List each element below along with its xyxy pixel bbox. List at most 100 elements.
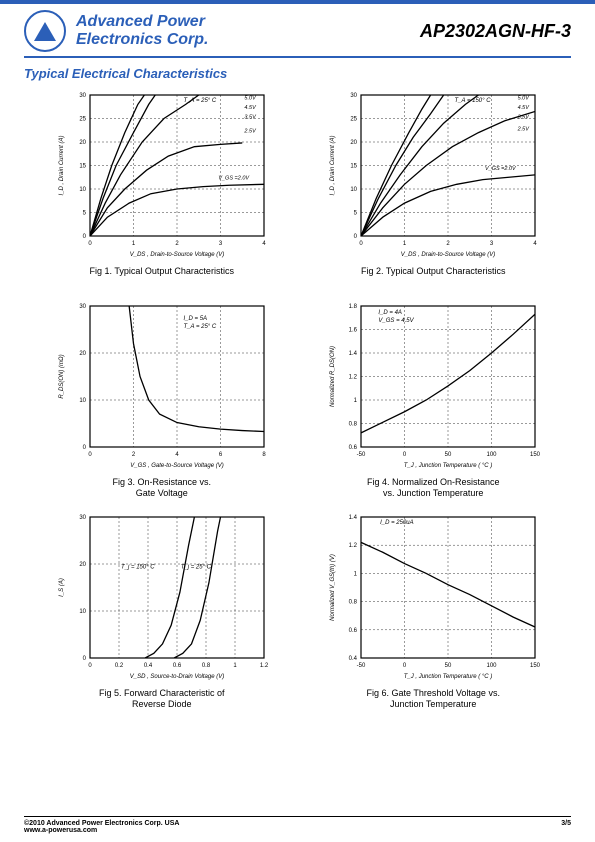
svg-text:V_GS =2.0V: V_GS =2.0V — [485, 166, 517, 172]
svg-text:20: 20 — [79, 140, 86, 146]
svg-text:5: 5 — [82, 211, 86, 217]
svg-text:4.5V: 4.5V — [518, 105, 531, 111]
svg-text:10: 10 — [79, 398, 86, 404]
svg-text:I_D = 5A: I_D = 5A — [183, 316, 207, 322]
company-name: Advanced Power Electronics Corp. — [76, 13, 208, 50]
svg-text:4: 4 — [262, 241, 266, 247]
footer-rule — [24, 816, 571, 817]
svg-text:0.4: 0.4 — [144, 663, 153, 669]
svg-text:1.6: 1.6 — [349, 328, 358, 334]
svg-text:1.8: 1.8 — [349, 304, 358, 310]
svg-text:150: 150 — [530, 663, 541, 669]
fig2-caption: Fig 2. Typical Output Characteristics — [361, 266, 505, 292]
page-footer: ©2010 Advanced Power Electronics Corp. U… — [0, 816, 595, 834]
part-number: AP2302AGN-HF-3 — [420, 21, 571, 42]
svg-text:0: 0 — [360, 241, 364, 247]
fig5-block: 00.20.40.60.811.20102030V_SD , Source-to… — [40, 509, 284, 714]
svg-text:30: 30 — [79, 304, 86, 310]
fig5-caption: Fig 5. Forward Characteristic ofReverse … — [99, 688, 225, 714]
svg-text:20: 20 — [79, 351, 86, 357]
svg-text:1.4: 1.4 — [349, 515, 358, 521]
svg-text:0.2: 0.2 — [115, 663, 124, 669]
charts-grid: 01234051015202530V_DS , Drain-to-Source … — [0, 87, 595, 714]
svg-text:T_J , Junction Temperature ( °: T_J , Junction Temperature ( °C ) — [404, 463, 493, 469]
svg-text:0: 0 — [88, 241, 92, 247]
svg-text:25: 25 — [79, 117, 86, 123]
fig2-chart: 01234051015202530V_DS , Drain-to-Source … — [323, 87, 543, 262]
svg-text:20: 20 — [351, 140, 358, 146]
svg-text:0: 0 — [354, 234, 358, 240]
svg-text:Normalized V_GS(th) (V): Normalized V_GS(th) (V) — [330, 554, 336, 621]
svg-text:2: 2 — [175, 241, 179, 247]
svg-text:V_GS =2.0V: V_GS =2.0V — [218, 176, 250, 182]
fig1-chart: 01234051015202530V_DS , Drain-to-Source … — [52, 87, 272, 262]
fig1-caption: Fig 1. Typical Output Characteristics — [90, 266, 234, 292]
svg-text:T_j = 25° C: T_j = 25° C — [180, 565, 211, 571]
company-line2: Electronics Corp. — [76, 31, 208, 49]
svg-text:1: 1 — [403, 241, 407, 247]
logo-triangle-icon — [34, 22, 56, 41]
svg-text:I_D , Drain Current (A): I_D , Drain Current (A) — [59, 135, 65, 195]
fig3-caption: Fig 3. On-Resistance vs.Gate Voltage — [112, 477, 211, 503]
svg-text:4.5V: 4.5V — [244, 105, 257, 111]
svg-text:50: 50 — [445, 663, 452, 669]
svg-text:1: 1 — [354, 398, 358, 404]
company-line1: Advanced Power — [76, 13, 208, 31]
svg-text:10: 10 — [351, 187, 358, 193]
svg-text:V_GS = 4.5V: V_GS = 4.5V — [379, 318, 415, 324]
fig3-block: 024680102030V_GS , Gate-to-Source Voltag… — [40, 298, 284, 503]
svg-text:0: 0 — [403, 452, 407, 458]
svg-text:150: 150 — [530, 452, 541, 458]
svg-text:0.6: 0.6 — [349, 445, 358, 451]
svg-text:0.8: 0.8 — [349, 422, 358, 428]
svg-text:1.2: 1.2 — [349, 375, 358, 381]
svg-text:6: 6 — [219, 452, 223, 458]
svg-text:10: 10 — [79, 187, 86, 193]
svg-text:15: 15 — [351, 164, 358, 170]
svg-text:-50: -50 — [357, 663, 366, 669]
svg-text:0: 0 — [88, 663, 92, 669]
svg-text:T_A = 150° C: T_A = 150° C — [455, 98, 492, 104]
svg-text:5.0V: 5.0V — [518, 96, 531, 102]
svg-text:V_DS , Drain-to-Source Voltage: V_DS , Drain-to-Source Voltage (V) — [130, 252, 224, 258]
svg-text:0.8: 0.8 — [349, 600, 358, 606]
svg-text:1.2: 1.2 — [349, 543, 358, 549]
svg-text:I_D , Drain Current (A): I_D , Drain Current (A) — [330, 135, 336, 195]
fig2-block: 01234051015202530V_DS , Drain-to-Source … — [312, 87, 556, 292]
svg-text:0.6: 0.6 — [173, 663, 182, 669]
svg-text:V_DS , Drain-to-Source Voltage: V_DS , Drain-to-Source Voltage (V) — [401, 252, 495, 258]
svg-text:0: 0 — [82, 656, 86, 662]
svg-text:100: 100 — [487, 452, 498, 458]
svg-text:V_GS , Gate-to-Source Voltage: V_GS , Gate-to-Source Voltage (V) — [130, 463, 224, 469]
svg-text:3: 3 — [490, 241, 494, 247]
svg-text:30: 30 — [79, 515, 86, 521]
svg-text:2.5V: 2.5V — [517, 126, 531, 132]
page-header: Advanced Power Electronics Corp. AP2302A… — [0, 4, 595, 56]
svg-text:0.6: 0.6 — [349, 628, 358, 634]
svg-text:0.8: 0.8 — [202, 663, 211, 669]
fig6-caption: Fig 6. Gate Threshold Voltage vs.Junctio… — [367, 688, 500, 714]
svg-text:V_SD , Source-to-Drain Voltage: V_SD , Source-to-Drain Voltage (V) — [130, 674, 224, 680]
svg-text:R_DS(ON) (mΩ): R_DS(ON) (mΩ) — [59, 354, 65, 398]
svg-text:100: 100 — [487, 663, 498, 669]
fig6-chart: -500501001500.40.60.811.21.4T_J , Juncti… — [323, 509, 543, 684]
footer-copyright: ©2010 Advanced Power Electronics Corp. U… — [24, 820, 179, 827]
svg-text:8: 8 — [262, 452, 266, 458]
fig4-caption: Fig 4. Normalized On-Resistancevs. Junct… — [367, 477, 500, 503]
svg-text:I_D = 250uA: I_D = 250uA — [380, 520, 414, 526]
svg-text:3.5V: 3.5V — [518, 115, 531, 121]
svg-text:1: 1 — [233, 663, 237, 669]
company-logo — [24, 10, 66, 52]
footer-url: www.a-powerusa.com — [24, 827, 571, 834]
svg-text:50: 50 — [445, 452, 452, 458]
svg-text:30: 30 — [351, 93, 358, 99]
fig1-block: 01234051015202530V_DS , Drain-to-Source … — [40, 87, 284, 292]
svg-text:0: 0 — [82, 445, 86, 451]
svg-text:0: 0 — [88, 452, 92, 458]
fig3-chart: 024680102030V_GS , Gate-to-Source Voltag… — [52, 298, 272, 473]
svg-text:1.2: 1.2 — [260, 663, 269, 669]
svg-text:5: 5 — [354, 211, 358, 217]
svg-text:3: 3 — [219, 241, 223, 247]
svg-text:0: 0 — [82, 234, 86, 240]
svg-text:-50: -50 — [357, 452, 366, 458]
